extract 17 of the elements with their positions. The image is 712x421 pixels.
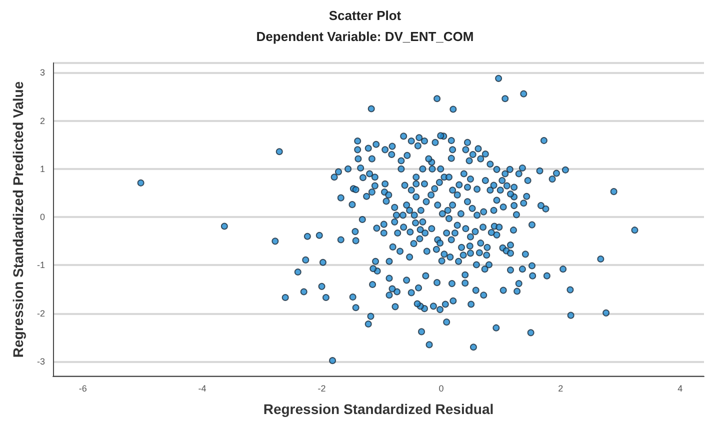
x-tick-label: 0	[438, 384, 444, 394]
y-tick-label: -3	[36, 356, 45, 367]
x-tick-label: 2	[558, 384, 564, 394]
chart-subtitle: Dependent Variable: DV_ENT_COM	[256, 29, 474, 44]
y-tick-label: 3	[40, 68, 45, 78]
x-axis-title: Regression Standardized Residual	[263, 401, 494, 417]
y-tick-label: 2	[40, 116, 45, 126]
y-tick-label: -1	[36, 260, 45, 270]
x-tick-label: -6	[78, 384, 87, 394]
y-axis-title: Regression Standardized Predicted Value	[10, 81, 26, 358]
x-tick-label: 4	[678, 384, 683, 394]
x-tick-label: -4	[198, 384, 206, 394]
chart-title: Scatter Plot	[328, 8, 402, 23]
y-tick-label: -2	[36, 308, 45, 318]
y-tick-label: 1	[40, 164, 45, 174]
y-tick-label: 0	[40, 212, 45, 222]
x-tick-label: -2	[318, 384, 326, 394]
